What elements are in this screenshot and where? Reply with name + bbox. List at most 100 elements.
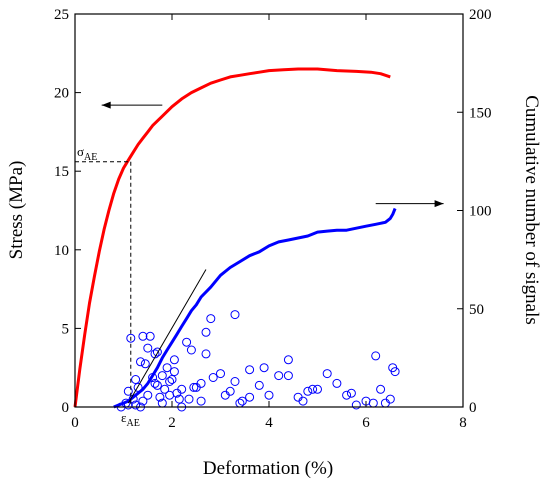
signal-point bbox=[308, 384, 318, 394]
signal-point bbox=[140, 359, 150, 369]
y-right-tick-label: 0 bbox=[469, 400, 477, 416]
signal-point bbox=[283, 371, 293, 381]
signal-scatter-layer bbox=[116, 310, 400, 412]
y-right-tick-label: 50 bbox=[469, 302, 484, 318]
signal-point bbox=[162, 363, 172, 373]
signal-point bbox=[342, 390, 352, 400]
signal-point bbox=[169, 355, 179, 365]
signal-point bbox=[165, 390, 175, 400]
y-axis-left-title: Stress (MPa) bbox=[6, 161, 27, 260]
signal-point bbox=[245, 392, 255, 402]
signal-point bbox=[388, 363, 398, 373]
signal-point bbox=[346, 388, 356, 398]
y-left-tick-label: 25 bbox=[54, 7, 69, 23]
signal-point bbox=[160, 384, 170, 394]
signal-point bbox=[165, 377, 175, 386]
signal-point bbox=[313, 384, 322, 394]
signal-point bbox=[371, 351, 381, 361]
cumulative-signals-curve bbox=[113, 207, 397, 409]
sigma-subscript: AE bbox=[84, 152, 97, 163]
right-axis-arrow-head bbox=[434, 200, 444, 208]
signal-point bbox=[174, 394, 184, 404]
signal-point bbox=[169, 367, 179, 377]
signal-point bbox=[182, 337, 192, 347]
signal-point bbox=[298, 396, 308, 406]
signal-point bbox=[351, 400, 361, 410]
x-tick-label: 6 bbox=[362, 415, 370, 431]
y-left-tick-label: 0 bbox=[62, 400, 70, 416]
y-left-tick-label: 20 bbox=[54, 86, 69, 102]
epsilon-ae-label: εAE bbox=[121, 410, 140, 429]
signal-point bbox=[230, 310, 240, 320]
signal-point bbox=[152, 380, 162, 390]
signal-point bbox=[123, 386, 133, 396]
signal-point bbox=[303, 386, 313, 396]
signal-point bbox=[189, 382, 199, 392]
signal-point bbox=[230, 377, 240, 386]
signal-point bbox=[201, 327, 211, 337]
signal-point bbox=[385, 394, 395, 404]
sigma-symbol: σ bbox=[77, 144, 84, 159]
plot-frame bbox=[74, 13, 464, 408]
signal-point bbox=[201, 349, 211, 359]
signal-point bbox=[245, 365, 255, 375]
curve-layer bbox=[73, 67, 397, 409]
signal-point bbox=[150, 378, 160, 388]
signal-point bbox=[143, 343, 153, 353]
signal-point bbox=[274, 371, 284, 381]
signal-point bbox=[235, 398, 245, 408]
signal-point bbox=[155, 392, 165, 402]
signal-point bbox=[259, 363, 269, 373]
signal-point bbox=[177, 384, 187, 394]
signal-point bbox=[332, 378, 342, 388]
signal-point bbox=[220, 390, 230, 400]
signal-point bbox=[126, 333, 136, 343]
y-right-tick-label: 200 bbox=[469, 7, 492, 23]
sigma-ae-label: σAE bbox=[77, 144, 97, 163]
y-left-tick-label: 10 bbox=[54, 243, 69, 259]
y-right-tick-label: 100 bbox=[469, 204, 492, 220]
signal-point bbox=[376, 384, 386, 394]
epsilon-symbol: ε bbox=[121, 410, 127, 425]
stress-curve bbox=[73, 67, 391, 408]
y-right-tick-label: 150 bbox=[469, 105, 492, 121]
signal-point bbox=[206, 314, 216, 324]
y-left-tick-label: 15 bbox=[54, 164, 69, 180]
signal-point bbox=[196, 378, 206, 388]
signal-point bbox=[157, 371, 167, 381]
signal-point bbox=[138, 331, 148, 341]
signal-point bbox=[167, 375, 177, 384]
signal-point bbox=[138, 396, 148, 406]
tangent-line bbox=[127, 269, 207, 404]
epsilon-subscript: AE bbox=[126, 418, 139, 429]
signal-point bbox=[131, 400, 141, 410]
signal-point bbox=[216, 369, 225, 379]
signal-point bbox=[237, 396, 247, 406]
signal-point bbox=[208, 373, 218, 382]
y-left-tick-label: 5 bbox=[62, 321, 70, 337]
x-tick-label: 4 bbox=[265, 415, 273, 431]
signal-point bbox=[136, 357, 145, 367]
signal-point bbox=[368, 398, 378, 408]
signal-point bbox=[196, 396, 206, 406]
left-axis-arrow-head bbox=[101, 101, 111, 109]
x-tick-label: 8 bbox=[459, 415, 467, 431]
signal-point bbox=[143, 390, 153, 400]
signal-point bbox=[145, 331, 155, 341]
signal-point bbox=[283, 355, 293, 365]
y-axis-right-title: Cumulative number of signals bbox=[521, 95, 542, 325]
signal-point bbox=[254, 380, 264, 390]
signal-point bbox=[186, 345, 196, 355]
signal-point bbox=[264, 390, 274, 400]
signal-point bbox=[380, 398, 390, 408]
x-tick-label: 2 bbox=[168, 415, 176, 431]
signal-point bbox=[131, 375, 141, 384]
x-axis-title: Deformation (%) bbox=[203, 458, 333, 479]
signal-point bbox=[184, 394, 194, 404]
x-tick-label: 0 bbox=[71, 415, 79, 431]
signal-point bbox=[322, 369, 332, 379]
signal-point bbox=[152, 347, 162, 357]
